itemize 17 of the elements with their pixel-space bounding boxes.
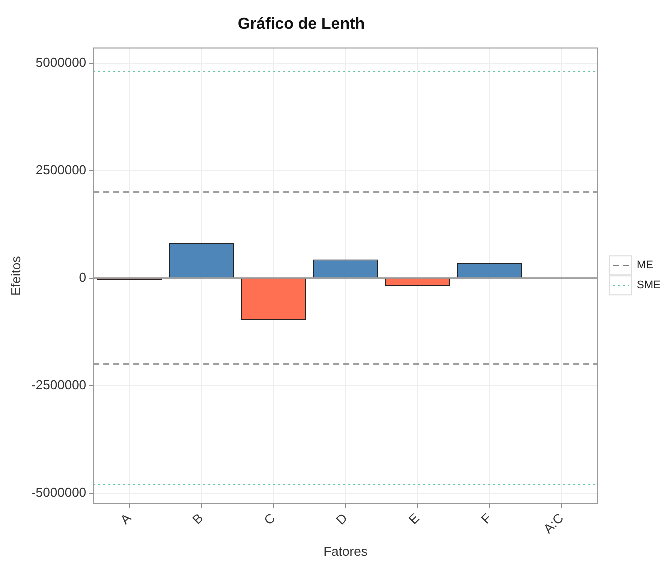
y-tick-label: 2500000 (36, 162, 87, 178)
x-tick-label: F (478, 510, 495, 527)
y-axis-title: Efeitos (8, 256, 24, 296)
x-tick-label: B (190, 510, 206, 528)
y-tick-label: 0 (79, 270, 87, 285)
legend-label: ME (637, 260, 654, 272)
x-tick-label: A:C (540, 510, 567, 537)
y-tick-label: -2500000 (32, 377, 87, 392)
x-tick-label: C (261, 510, 278, 528)
y-tick-label: -5000000 (32, 484, 87, 500)
x-axis-title: Fatores (324, 544, 368, 559)
x-tick-label: E (406, 510, 423, 528)
legend-label: SME (637, 280, 661, 292)
x-tick-label: D (333, 510, 350, 528)
y-tick-label: 5000000 (36, 54, 87, 70)
x-tick-label: A (117, 510, 134, 528)
chart-title: Gráfico de Lenth (238, 16, 366, 34)
